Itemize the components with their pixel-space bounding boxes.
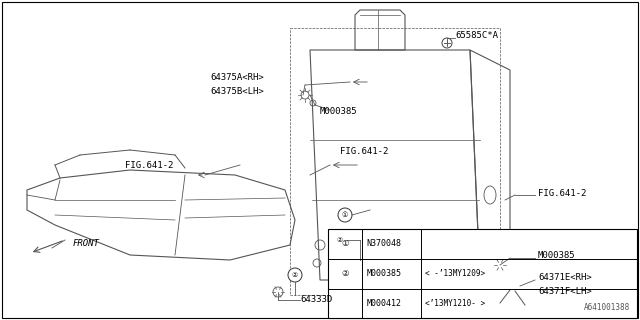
Text: FIG.641-2: FIG.641-2 [340,148,388,156]
Text: 64371F<LH>: 64371F<LH> [538,286,592,295]
Text: M000385: M000385 [538,252,575,260]
Text: <’13MY1210- >: <’13MY1210- > [425,299,485,308]
Text: ①: ① [342,212,348,218]
Text: 65585C*A: 65585C*A [455,31,498,41]
Text: FIG.641-2: FIG.641-2 [538,188,586,197]
Circle shape [338,208,352,222]
Circle shape [333,233,347,247]
Text: FIG.641-2: FIG.641-2 [125,161,173,170]
Text: A641001388: A641001388 [584,303,630,312]
Text: 64375A<RH>: 64375A<RH> [210,74,264,83]
Text: 64371E<RH>: 64371E<RH> [538,274,592,283]
Bar [328,229,637,318]
Text: M000412: M000412 [366,299,401,308]
Text: ①: ① [342,239,349,248]
Text: FRONT: FRONT [73,238,100,247]
Text: ②: ② [337,237,343,243]
Text: ②: ② [292,272,298,278]
Text: 64375B<LH>: 64375B<LH> [210,86,264,95]
Text: M000385: M000385 [366,269,401,278]
Text: M000385: M000385 [320,108,358,116]
Text: N370048: N370048 [366,239,401,248]
Text: ②: ② [342,269,349,278]
Text: < -’13MY1209>: < -’13MY1209> [425,269,485,278]
Circle shape [442,38,452,48]
Circle shape [288,268,302,282]
Text: 64333D: 64333D [300,294,332,303]
